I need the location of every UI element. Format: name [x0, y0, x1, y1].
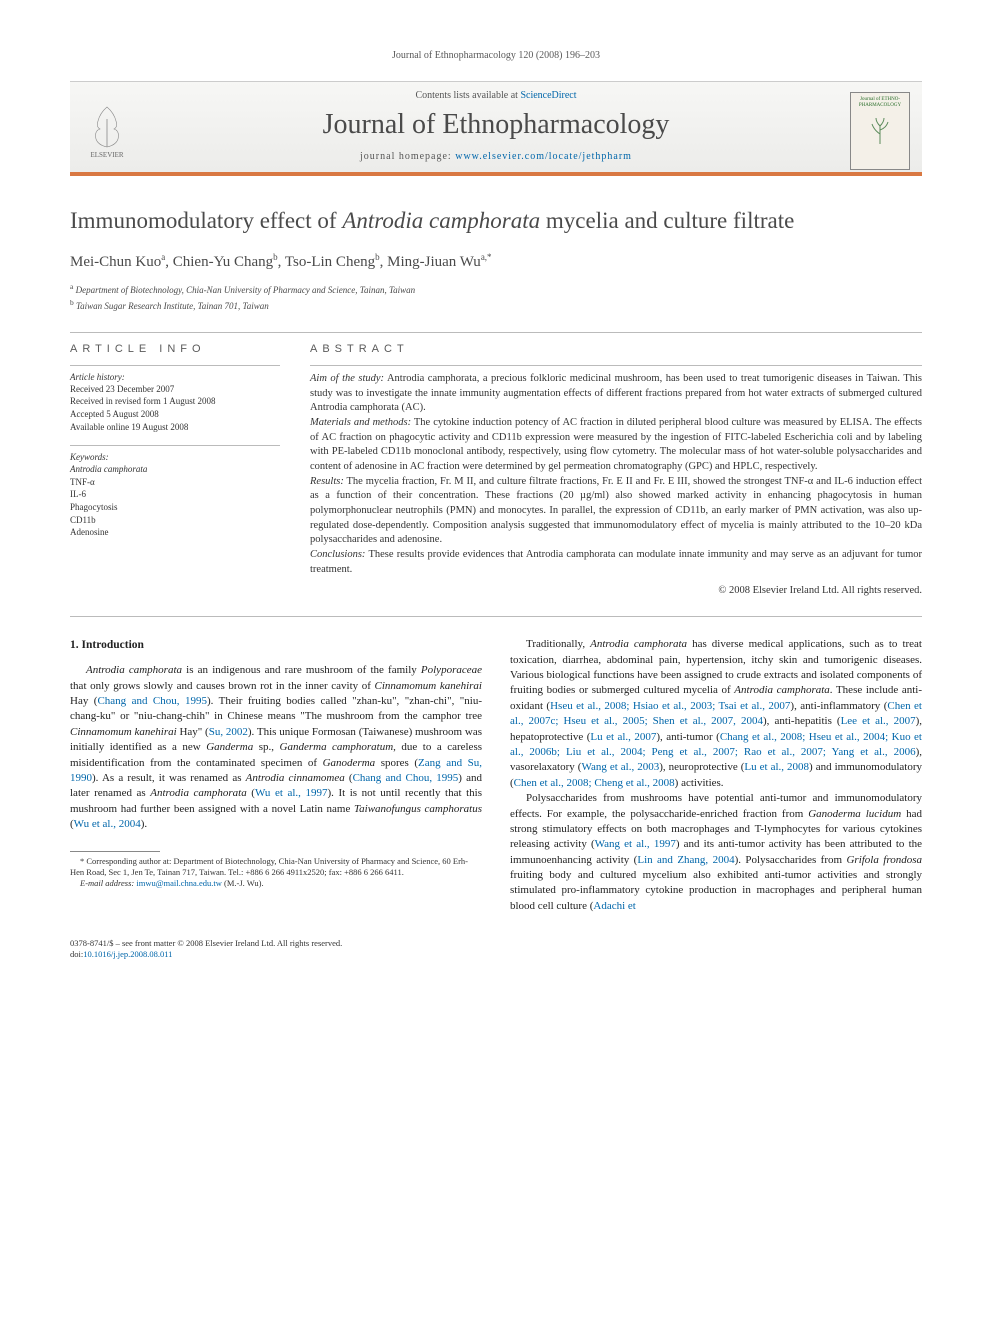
author-list: Mei-Chun Kuoa, Chien-Yu Changb, Tso-Lin …	[70, 252, 922, 271]
keyword-2: TNF-α	[70, 476, 280, 489]
ref-wu-2004[interactable]: Wu et al., 2004	[74, 818, 141, 830]
keyword-1: Antrodia camphorata	[70, 463, 280, 476]
contents-prefix: Contents lists available at	[415, 90, 520, 101]
title-species-italic: Antrodia camphorata	[342, 208, 540, 233]
article-info-column: ARTICLE INFO Article history: Received 2…	[70, 343, 280, 598]
affiliations: a Department of Biotechnology, Chia-Nan …	[70, 281, 922, 314]
sciencedirect-link[interactable]: ScienceDirect	[520, 90, 576, 101]
running-head: Journal of Ethnopharmacology 120 (2008) …	[70, 50, 922, 61]
body-two-column: 1. Introduction Antrodia camphorata is a…	[70, 637, 922, 914]
author-4: Ming-Jiuan Wua,*	[387, 254, 491, 270]
affil-b-text: Taiwan Sugar Research Institute, Tainan …	[76, 301, 269, 311]
ref-lin-zhang-2004[interactable]: Lin and Zhang, 2004	[637, 854, 734, 866]
author-1: Mei-Chun Kuoa	[70, 254, 165, 270]
journal-homepage-line: journal homepage: www.elsevier.com/locat…	[142, 151, 850, 162]
keyword-3: IL-6	[70, 488, 280, 501]
ref-chang-chou-1995[interactable]: Chang and Chou, 1995	[97, 695, 207, 707]
abstract-methods: Materials and methods: The cytokine indu…	[310, 416, 922, 475]
affil-b-label: b	[70, 298, 74, 307]
history-accepted: Accepted 5 August 2008	[70, 408, 280, 421]
homepage-prefix: journal homepage:	[360, 151, 455, 162]
abstract-conclusions: Conclusions: These results provide evide…	[310, 548, 922, 577]
footer-copyright-line: 0378-8741/$ – see front matter © 2008 El…	[70, 938, 922, 949]
history-online: Available online 19 August 2008	[70, 421, 280, 434]
intro-para-1: Antrodia camphorata is an indigenous and…	[70, 663, 482, 832]
abstract-heading: ABSTRACT	[310, 343, 922, 355]
email-footnote: E-mail address: imwu@mail.chna.edu.tw (M…	[70, 878, 482, 889]
keyword-6: Adenosine	[70, 526, 280, 539]
ref-lu-2007[interactable]: Lu et al., 2007	[590, 731, 656, 743]
ref-chen-2008[interactable]: Chen et al., 2008; Cheng et al., 2008	[514, 777, 675, 789]
abstract-copyright: © 2008 Elsevier Ireland Ltd. All rights …	[310, 584, 922, 599]
section-divider-2	[70, 616, 922, 617]
abstract-rule	[310, 365, 922, 366]
history-revised: Received in revised form 1 August 2008	[70, 395, 280, 408]
article-title: Immunomodulatory effect of Antrodia camp…	[70, 206, 922, 236]
abstract-aim: Aim of the study: Antrodia camphorata, a…	[310, 372, 922, 416]
elsevier-tree-logo: ELSEVIER	[80, 99, 135, 159]
author-2: Chien-Yu Changb	[173, 254, 278, 270]
ref-su-2002[interactable]: Su, 2002	[209, 726, 248, 738]
affil-a-label: a	[70, 282, 73, 291]
journal-title: Journal of Ethnopharmacology	[142, 109, 850, 141]
title-post: mycelia and culture filtrate	[540, 208, 794, 233]
ref-lu-2008[interactable]: Lu et al., 2008	[744, 761, 809, 773]
journal-masthead: ELSEVIER Contents lists available at Sci…	[70, 81, 922, 176]
info-rule	[70, 365, 280, 366]
ref-hseu-2008[interactable]: Hseu et al., 2008; Hsiao et al., 2003; T…	[550, 700, 790, 712]
body-column-left: 1. Introduction Antrodia camphorata is a…	[70, 637, 482, 914]
svg-text:ELSEVIER: ELSEVIER	[90, 151, 123, 159]
contents-available-line: Contents lists available at ScienceDirec…	[142, 90, 850, 101]
info-rule-2	[70, 445, 280, 446]
cover-plant-icon	[860, 108, 900, 148]
journal-cover-text: Journal of ETHNO- PHARMACOLOGY	[851, 97, 909, 108]
abstract-column: ABSTRACT Aim of the study: Antrodia camp…	[310, 343, 922, 598]
journal-homepage-link[interactable]: www.elsevier.com/locate/jethpharm	[455, 151, 632, 162]
ref-chang-2008[interactable]: Chang et al., 2008; Hseu et al., 2004; K…	[510, 731, 922, 758]
body-column-right: Traditionally, Antrodia camphorata has d…	[510, 637, 922, 914]
title-pre: Immunomodulatory effect of	[70, 208, 342, 233]
ref-adachi[interactable]: Adachi et	[593, 900, 635, 912]
article-info-heading: ARTICLE INFO	[70, 343, 280, 355]
keywords-label: Keywords:	[70, 452, 280, 462]
ref-wang-1997[interactable]: Wang et al., 1997	[595, 838, 676, 850]
intro-para-2: Traditionally, Antrodia camphorata has d…	[510, 637, 922, 791]
doi-link[interactable]: 10.1016/j.jep.2008.08.011	[83, 949, 172, 959]
journal-cover-thumb: Journal of ETHNO- PHARMACOLOGY	[850, 92, 922, 170]
elsevier-logo-container: ELSEVIER	[70, 99, 142, 163]
history-received: Received 23 December 2007	[70, 383, 280, 396]
affil-a-text: Department of Biotechnology, Chia-Nan Un…	[76, 285, 416, 295]
author-3: Tso-Lin Chengb	[285, 254, 380, 270]
footnote-rule	[70, 851, 160, 852]
intro-para-3: Polysaccharides from mushrooms have pote…	[510, 791, 922, 914]
article-history-label: Article history:	[70, 372, 280, 382]
abstract-results: Results: The mycelia fraction, Fr. M II,…	[310, 475, 922, 548]
keyword-4: Phagocytosis	[70, 501, 280, 514]
section-divider	[70, 332, 922, 333]
ref-chang-chou-1995b[interactable]: Chang and Chou, 1995	[353, 772, 459, 784]
footer-doi-line: doi:10.1016/j.jep.2008.08.011	[70, 949, 922, 960]
corresponding-email-link[interactable]: imwu@mail.chna.edu.tw	[136, 878, 222, 888]
ref-lee-2007[interactable]: Lee et al., 2007	[841, 715, 916, 727]
corresponding-author-footnote: * Corresponding author at: Department of…	[70, 856, 482, 878]
page-footer: 0378-8741/$ – see front matter © 2008 El…	[70, 938, 922, 960]
ref-wu-1997[interactable]: Wu et al., 1997	[255, 787, 328, 799]
introduction-heading: 1. Introduction	[70, 637, 482, 653]
keyword-5: CD11b	[70, 514, 280, 527]
ref-wang-2003[interactable]: Wang et al., 2003	[581, 761, 659, 773]
